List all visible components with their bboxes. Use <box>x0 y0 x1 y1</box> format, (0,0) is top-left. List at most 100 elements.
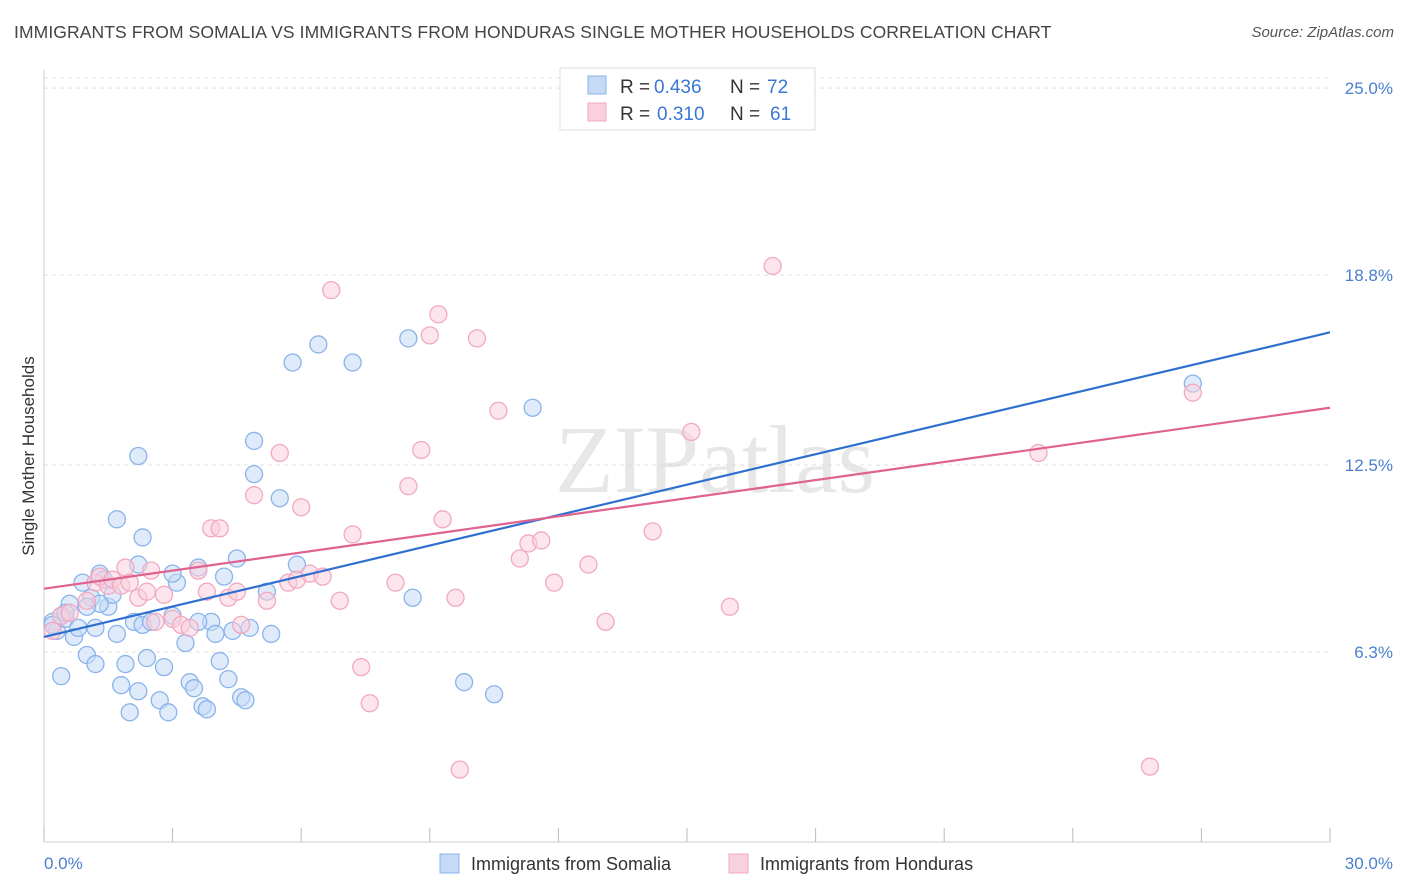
y-tick-labels: 25.0% 18.8% 12.5% 6.3% <box>1345 79 1393 662</box>
y-tick-label: 12.5% <box>1345 456 1393 475</box>
point-honduras <box>244 486 264 505</box>
point-somalia <box>159 703 178 722</box>
point-somalia <box>309 335 328 354</box>
point-somalia <box>403 588 422 607</box>
point-somalia <box>133 528 152 547</box>
trend-line-somalia <box>43 331 1331 639</box>
point-honduras <box>197 582 217 601</box>
point-honduras <box>270 443 289 463</box>
point-honduras <box>116 558 135 577</box>
point-somalia <box>176 633 195 653</box>
point-somalia <box>184 679 204 698</box>
legend-n-label-1: N = <box>730 77 760 98</box>
point-honduras <box>322 280 341 300</box>
point-honduras <box>682 422 701 442</box>
legend-swatch-honduras <box>587 102 607 122</box>
point-honduras <box>489 401 508 420</box>
point-somalia <box>86 654 105 674</box>
point-honduras <box>510 549 529 568</box>
point-somalia <box>154 657 174 677</box>
trend-lines <box>43 331 1331 639</box>
point-somalia <box>210 651 229 671</box>
point-honduras <box>450 760 469 779</box>
point-somalia <box>107 510 127 529</box>
point-somalia <box>206 624 225 644</box>
point-honduras <box>352 657 371 677</box>
top-legend: R = 0.436 N = 72 R = 0.310 N = 61 <box>559 67 816 131</box>
point-honduras <box>77 591 97 610</box>
point-somalia <box>283 353 302 372</box>
point-honduras <box>386 573 405 592</box>
legend-swatch-somalia <box>587 75 607 95</box>
point-honduras <box>429 305 448 324</box>
point-honduras <box>596 612 615 632</box>
point-somalia <box>86 618 105 638</box>
point-honduras <box>330 591 349 610</box>
point-honduras <box>720 597 740 616</box>
chart-source: Source: ZipAtlas.com <box>1251 24 1394 41</box>
point-honduras <box>210 519 229 538</box>
point-somalia <box>484 685 504 704</box>
point-honduras <box>544 573 564 592</box>
point-somalia <box>244 464 264 484</box>
data-points <box>43 256 1202 779</box>
point-honduras <box>154 585 174 604</box>
legend-r-label-1: R = <box>620 77 650 98</box>
point-somalia <box>116 654 135 674</box>
point-honduras <box>1183 383 1202 402</box>
point-honduras <box>643 522 662 541</box>
point-somalia <box>51 666 71 686</box>
point-honduras <box>360 694 379 713</box>
legend-r-label-2: R = <box>620 104 650 125</box>
legend-r-value-2: 0.310 <box>657 104 705 125</box>
point-somalia <box>523 398 542 417</box>
point-somalia <box>227 549 247 568</box>
point-honduras <box>532 531 551 550</box>
point-honduras <box>120 573 139 592</box>
point-somalia <box>129 446 148 466</box>
point-somalia <box>137 648 157 668</box>
point-somalia <box>219 670 238 689</box>
point-honduras <box>180 618 199 638</box>
point-somalia <box>112 676 131 695</box>
point-somalia <box>107 624 127 644</box>
point-somalia <box>262 624 281 644</box>
point-honduras <box>467 329 487 348</box>
point-honduras <box>232 615 251 635</box>
legend-n-label-2: N = <box>730 104 760 125</box>
point-honduras <box>137 582 157 601</box>
chart-title: IMMIGRANTS FROM SOMALIA VS IMMIGRANTS FR… <box>14 22 1052 42</box>
point-somalia <box>236 691 255 710</box>
watermark: ZIPatlas <box>555 406 875 513</box>
legend-n-value-1: 72 <box>767 77 788 98</box>
y-tick-label: 6.3% <box>1354 643 1393 662</box>
point-honduras <box>343 525 362 544</box>
point-honduras <box>1140 757 1160 776</box>
x-tick-label-min: 0.0% <box>44 854 83 873</box>
point-honduras <box>60 603 79 622</box>
point-somalia <box>129 682 148 701</box>
x-ticks <box>43 828 1331 842</box>
point-honduras <box>292 498 311 517</box>
bottom-legend-label-somalia: Immigrants from Somalia <box>471 854 672 874</box>
x-tick-label-max: 30.0% <box>1345 854 1393 873</box>
point-honduras <box>446 588 465 607</box>
point-somalia <box>270 489 289 508</box>
point-honduras <box>146 612 165 632</box>
point-honduras <box>579 555 598 574</box>
bottom-legend-swatch-somalia <box>439 853 460 874</box>
trend-line-honduras <box>43 406 1331 590</box>
bottom-legend-label-honduras: Immigrants from Honduras <box>760 854 973 874</box>
point-honduras <box>412 440 431 460</box>
y-tick-label: 18.8% <box>1345 266 1393 285</box>
y-tick-label: 25.0% <box>1345 79 1393 98</box>
legend-r-value-1: 0.436 <box>654 77 702 98</box>
point-somalia <box>214 567 234 586</box>
point-honduras <box>420 326 439 345</box>
point-somalia <box>244 431 264 451</box>
point-honduras <box>399 477 418 496</box>
point-honduras <box>433 510 452 529</box>
point-somalia <box>454 673 474 692</box>
point-honduras <box>189 561 208 580</box>
